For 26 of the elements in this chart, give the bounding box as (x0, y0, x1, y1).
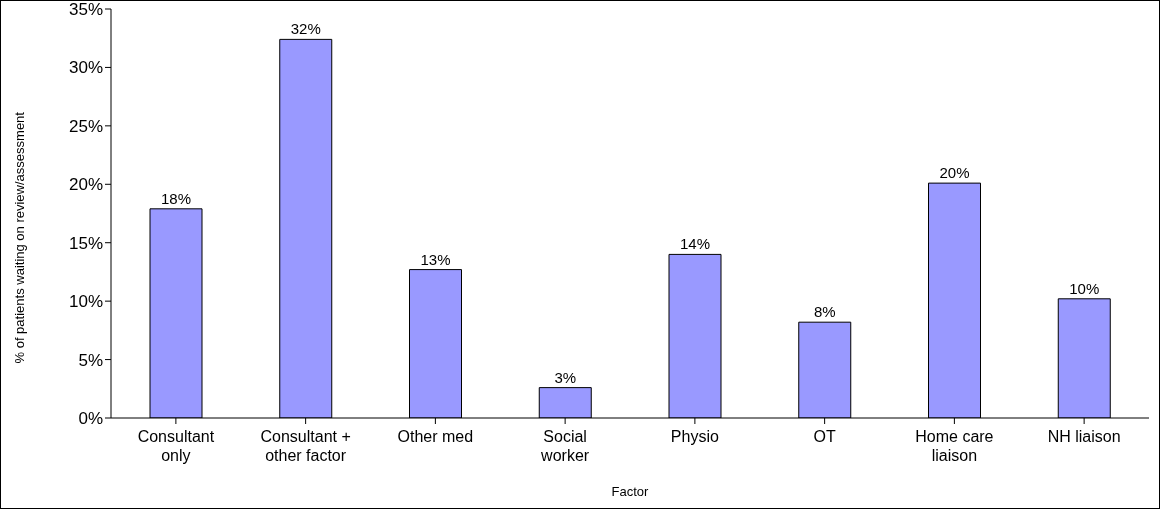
x-tick-label: Physio (670, 428, 719, 445)
y-tick-label: 20% (68, 175, 103, 195)
data-label: 13% (420, 250, 451, 268)
data-label: 14% (679, 235, 711, 253)
x-tick-label: Home care liaison (915, 428, 994, 464)
y-tick-label: 15% (68, 233, 103, 253)
x-axis-title: Factor (611, 484, 650, 499)
x-tick-label: OT (813, 428, 836, 445)
y-tick-label: 25% (68, 116, 103, 136)
y-tick-label: 10% (68, 292, 103, 312)
data-label: 10% (1069, 279, 1100, 297)
data-label: 20% (939, 164, 970, 182)
data-label: 18% (160, 189, 192, 207)
x-tick-label: Consultant + other factor (260, 428, 351, 464)
y-tick-label: 0% (78, 409, 103, 429)
x-tick-label: Other med (397, 428, 474, 445)
y-axis-title: % of patients waiting on review/assessment (11, 111, 27, 364)
y-tick-label: 5% (78, 350, 103, 370)
x-tick-label: Consultant only (137, 428, 215, 464)
x-tick-label: NH liaison (1047, 428, 1121, 445)
y-tick-label: 30% (68, 58, 103, 78)
data-label: 8% (813, 303, 836, 321)
data-label: 32% (290, 20, 321, 38)
x-tick-label: Social worker (540, 428, 590, 464)
y-tick-label: 35% (68, 0, 103, 20)
data-label: 3% (554, 368, 577, 386)
